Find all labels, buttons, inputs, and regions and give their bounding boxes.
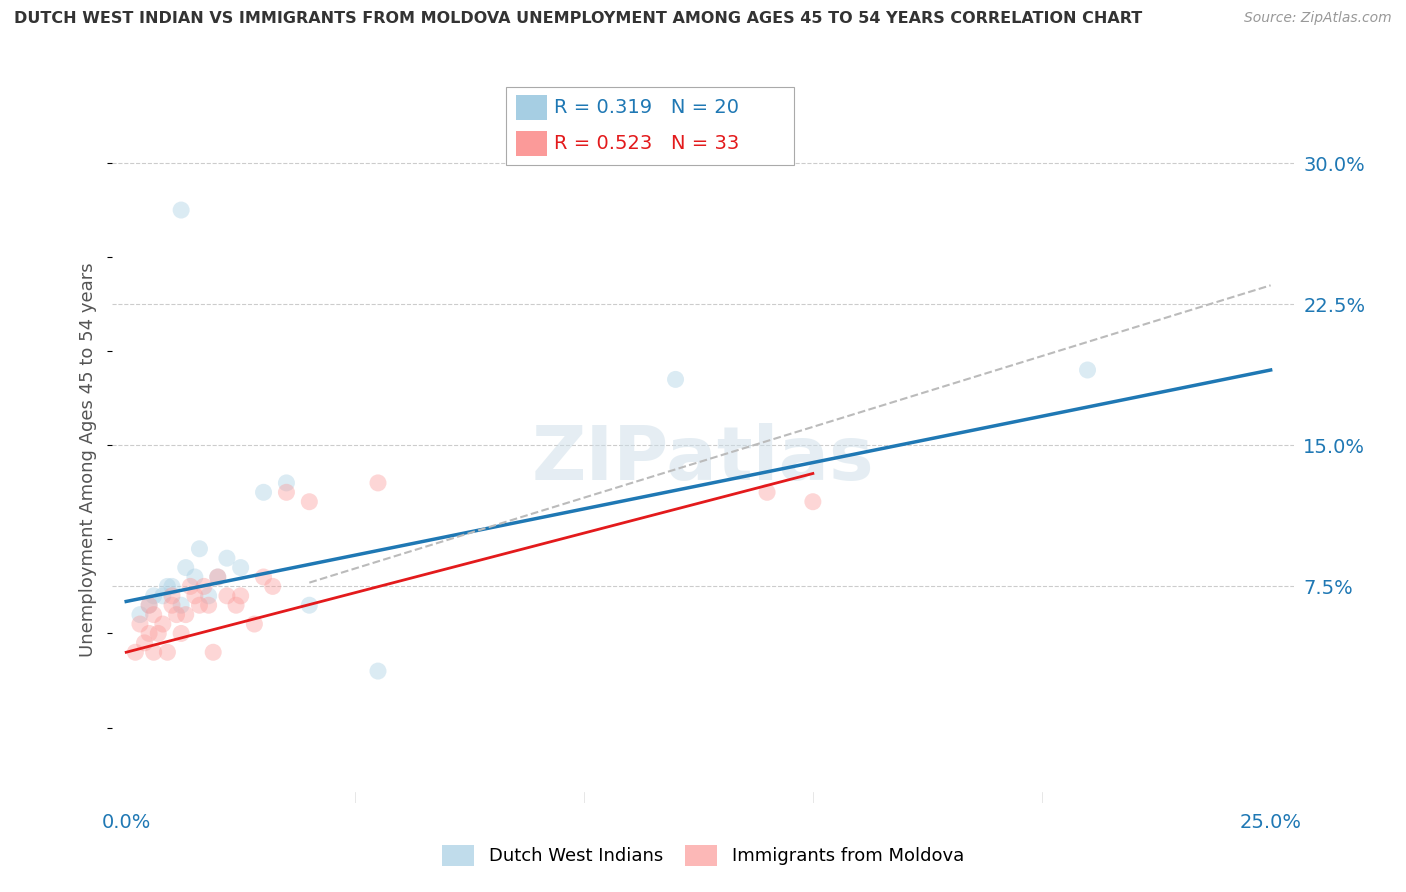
Point [152, 589, 174, 603]
Point [207, 570, 229, 584]
Point [664, 372, 686, 386]
Point [252, 570, 274, 584]
Y-axis label: Unemployment Among Ages 45 to 54 years: Unemployment Among Ages 45 to 54 years [79, 262, 97, 657]
Point [367, 475, 389, 490]
Text: DUTCH WEST INDIAN VS IMMIGRANTS FROM MOLDOVA UNEMPLOYMENT AMONG AGES 45 TO 54 YE: DUTCH WEST INDIAN VS IMMIGRANTS FROM MOL… [14, 11, 1142, 26]
Text: R = 0.523   N = 33: R = 0.523 N = 33 [554, 135, 740, 153]
Point [193, 579, 215, 593]
Point [262, 579, 284, 593]
Point [156, 579, 179, 593]
Point [197, 598, 219, 612]
Point [229, 560, 252, 574]
Point [276, 475, 298, 490]
Point [160, 589, 183, 603]
Text: Source: ZipAtlas.com: Source: ZipAtlas.com [1244, 11, 1392, 25]
Point [298, 598, 321, 612]
Point [160, 598, 183, 612]
Point [215, 589, 238, 603]
Point [152, 617, 174, 632]
Point [129, 617, 152, 632]
Point [188, 541, 211, 556]
Point [138, 598, 160, 612]
Point [207, 570, 229, 584]
Point [179, 579, 201, 593]
Point [142, 589, 165, 603]
Point [124, 645, 146, 659]
Point [170, 598, 193, 612]
Point [801, 494, 824, 508]
Point [174, 560, 197, 574]
Point [1076, 363, 1098, 377]
Point [134, 636, 156, 650]
Legend: Dutch West Indians, Immigrants from Moldova: Dutch West Indians, Immigrants from Mold… [434, 838, 972, 872]
Point [229, 589, 252, 603]
Point [184, 570, 207, 584]
Point [276, 485, 298, 500]
Point [184, 589, 207, 603]
Point [142, 607, 165, 622]
Point [202, 645, 225, 659]
Point [367, 664, 389, 678]
Point [170, 202, 193, 217]
Point [142, 645, 165, 659]
Point [756, 485, 779, 500]
Point [148, 626, 170, 640]
Point [252, 485, 274, 500]
Point [166, 607, 188, 622]
Point [156, 645, 179, 659]
Point [174, 607, 197, 622]
Point [160, 579, 183, 593]
Point [188, 598, 211, 612]
Point [129, 607, 152, 622]
Point [197, 589, 219, 603]
Point [215, 551, 238, 566]
Point [243, 617, 266, 632]
Point [138, 598, 160, 612]
Point [138, 626, 160, 640]
Point [170, 626, 193, 640]
Point [298, 494, 321, 508]
Text: ZIPatlas: ZIPatlas [531, 423, 875, 496]
Text: R = 0.319   N = 20: R = 0.319 N = 20 [554, 98, 740, 117]
Point [225, 598, 247, 612]
